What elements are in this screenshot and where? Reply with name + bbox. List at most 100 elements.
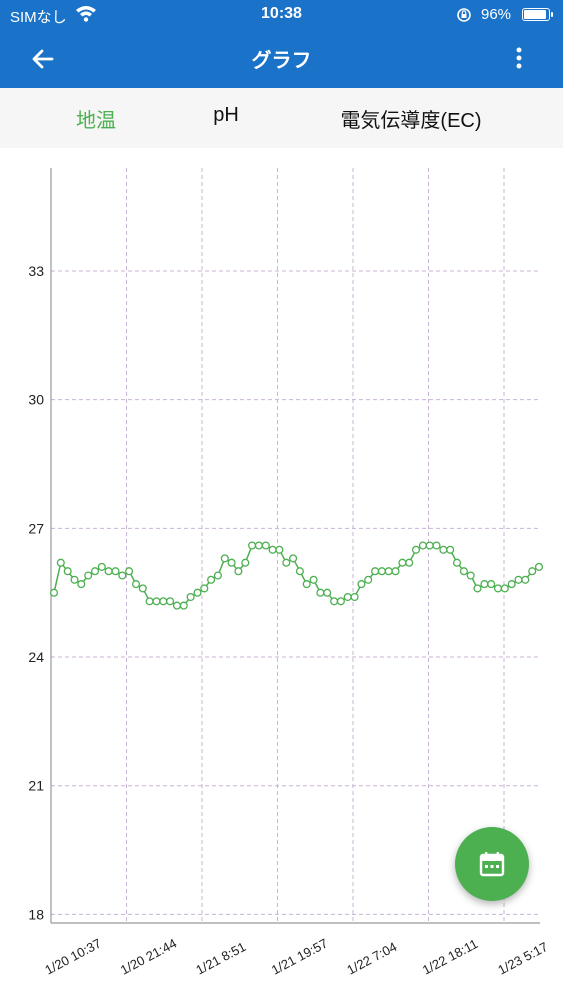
data-point — [104, 567, 113, 576]
data-point — [241, 558, 250, 567]
battery-percent: 96% — [481, 6, 512, 23]
data-point — [507, 580, 516, 589]
battery-nub — [551, 12, 553, 17]
x-tick-label: 1/22 18:11 — [420, 936, 480, 978]
data-point — [480, 580, 489, 589]
data-point — [357, 580, 366, 589]
data-point — [111, 567, 120, 576]
data-point — [500, 584, 509, 593]
data-point — [418, 541, 427, 550]
status-bar: SIMなし 10:38 96% — [0, 0, 563, 30]
page-title: グラフ — [251, 50, 312, 72]
x-tick-label: 1/21 8:51 — [193, 939, 248, 978]
data-point — [49, 588, 59, 597]
data-point — [186, 592, 195, 602]
y-tick-label: 18 — [28, 906, 44, 922]
data-point — [248, 541, 257, 550]
x-tick-label: 1/22 7:04 — [344, 939, 399, 978]
data-point — [371, 567, 380, 576]
data-point — [56, 558, 65, 567]
data-point — [439, 545, 448, 554]
data-point — [432, 541, 441, 550]
data-point — [234, 567, 243, 576]
data-point — [90, 567, 100, 576]
data-point — [213, 571, 222, 580]
data-point — [398, 558, 407, 567]
y-tick-label: 33 — [28, 263, 44, 279]
tab-electrical-conductivity[interactable]: 電気伝導度(EC) — [340, 110, 482, 132]
data-point — [268, 545, 277, 554]
calendar-fab-button[interactable] — [455, 827, 529, 901]
data-point — [528, 567, 537, 576]
data-point — [446, 545, 455, 554]
data-point — [152, 597, 161, 606]
y-tick-label: 24 — [28, 649, 44, 665]
toolbar: グラフ — [0, 30, 563, 88]
data-point — [316, 588, 325, 597]
data-point — [391, 567, 400, 576]
data-point — [131, 580, 141, 589]
data-point — [384, 567, 393, 576]
data-point — [200, 584, 209, 593]
data-point — [254, 541, 263, 550]
app-bar: SIMなし 10:38 96% グラフ — [0, 0, 563, 88]
data-point — [493, 584, 503, 593]
data-point — [411, 545, 421, 554]
data-point — [514, 575, 523, 584]
data-point — [220, 554, 229, 563]
x-tick-label: 1/20 21:44 — [118, 936, 179, 978]
data-point — [261, 541, 270, 550]
data-point — [350, 592, 359, 602]
data-point — [289, 554, 298, 563]
data-point — [145, 597, 154, 606]
y-tick-label: 21 — [28, 778, 44, 794]
data-point — [473, 584, 482, 593]
tab-bar: 地温 pH 電気伝導度(EC) — [0, 88, 563, 148]
data-point — [534, 562, 544, 571]
data-point — [193, 588, 202, 597]
clock: 10:38 — [261, 5, 302, 22]
data-point — [487, 580, 496, 589]
data-point — [97, 562, 106, 571]
battery-icon — [522, 8, 553, 21]
data-point — [336, 597, 345, 606]
data-point — [125, 567, 134, 576]
data-point — [63, 567, 72, 576]
data-point — [521, 575, 530, 584]
data-point — [343, 592, 352, 602]
data-point — [330, 597, 339, 606]
arrow-left-icon[interactable] — [26, 42, 60, 76]
data-point — [84, 571, 93, 580]
x-tick-label: 1/23 5:17 — [495, 939, 550, 978]
data-point — [179, 601, 188, 610]
data-point — [466, 571, 475, 580]
orientation-lock-icon — [457, 8, 471, 22]
data-point — [323, 588, 332, 597]
data-point — [295, 567, 304, 576]
tab-ph[interactable]: pH — [213, 104, 239, 126]
data-point — [118, 571, 127, 580]
y-tick-label: 30 — [28, 392, 44, 408]
data-point — [70, 575, 79, 584]
data-point — [138, 584, 147, 593]
x-tick-label: 1/20 10:37 — [42, 936, 103, 978]
data-point — [309, 575, 318, 584]
data-point — [275, 545, 284, 554]
data-point — [377, 567, 386, 576]
data-point — [282, 558, 291, 567]
data-point — [77, 580, 86, 589]
data-point — [172, 601, 182, 610]
x-tick-label: 1/21 19:57 — [269, 936, 330, 978]
more-vertical-icon[interactable] — [506, 42, 532, 76]
data-point — [207, 575, 216, 584]
data-point — [166, 597, 175, 606]
data-point — [425, 541, 434, 550]
carrier-label: SIMなし — [10, 9, 67, 26]
calendar-icon — [479, 852, 505, 877]
y-tick-label: 27 — [28, 520, 44, 536]
data-point — [452, 558, 462, 567]
battery-fill — [524, 10, 547, 19]
tab-soil-temperature[interactable]: 地温 — [76, 110, 116, 132]
data-point — [459, 567, 468, 576]
data-point — [302, 580, 311, 589]
